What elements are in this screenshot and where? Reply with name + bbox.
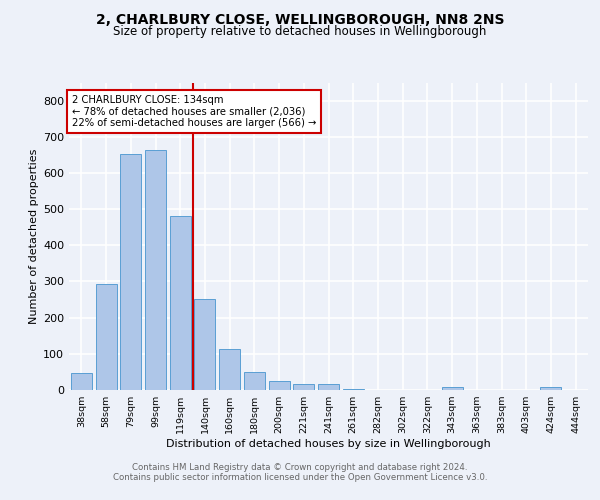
Text: Contains public sector information licensed under the Open Government Licence v3: Contains public sector information licen… xyxy=(113,472,487,482)
Bar xyxy=(442,388,463,390)
Bar xyxy=(170,216,191,390)
Bar xyxy=(120,154,141,390)
X-axis label: Distribution of detached houses by size in Wellingborough: Distribution of detached houses by size … xyxy=(166,439,491,449)
Y-axis label: Number of detached properties: Number of detached properties xyxy=(29,148,39,324)
Bar xyxy=(293,384,314,390)
Text: Contains HM Land Registry data © Crown copyright and database right 2024.: Contains HM Land Registry data © Crown c… xyxy=(132,462,468,471)
Text: 2 CHARLBURY CLOSE: 134sqm
← 78% of detached houses are smaller (2,036)
22% of se: 2 CHARLBURY CLOSE: 134sqm ← 78% of detac… xyxy=(72,95,316,128)
Bar xyxy=(244,372,265,390)
Bar xyxy=(343,388,364,390)
Bar xyxy=(71,374,92,390)
Bar xyxy=(318,384,339,390)
Bar xyxy=(541,387,562,390)
Bar xyxy=(194,299,215,390)
Bar xyxy=(269,380,290,390)
Text: 2, CHARLBURY CLOSE, WELLINGBOROUGH, NN8 2NS: 2, CHARLBURY CLOSE, WELLINGBOROUGH, NN8 … xyxy=(96,12,504,26)
Bar xyxy=(95,284,116,390)
Bar xyxy=(145,150,166,390)
Bar xyxy=(219,349,240,390)
Text: Size of property relative to detached houses in Wellingborough: Size of property relative to detached ho… xyxy=(113,25,487,38)
